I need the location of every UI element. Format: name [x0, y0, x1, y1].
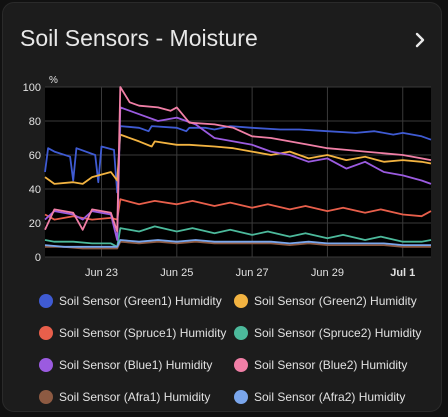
legend-swatch [234, 358, 248, 372]
y-axis-unit-label: % [49, 75, 58, 86]
y-tick-label: 0 [35, 252, 41, 264]
card-header[interactable]: Soil Sensors - Moisture [3, 3, 441, 73]
legend-item-3[interactable]: Soil Sensor (Spruce1) Humidity [39, 322, 226, 344]
legend-item-6[interactable]: Soil Sensor (Blue2) Humidity [234, 354, 407, 376]
x-tick-label: Jul 1 [390, 267, 415, 279]
card-title: Soil Sensors - Moisture [20, 25, 258, 51]
legend-label: Soil Sensor (Green1) Humidity [59, 294, 222, 308]
legend-label: Soil Sensor (Spruce1) Humidity [59, 326, 227, 340]
series-line-7[interactable] [45, 240, 431, 250]
x-tick-label: Jun 23 [85, 267, 118, 279]
legend-swatch [39, 294, 53, 308]
legend-label: Soil Sensor (Spruce2) Humidity [254, 326, 422, 340]
legend-item-1[interactable]: Soil Sensor (Green1) Humidity [39, 290, 222, 312]
legend-item-7[interactable]: Soil Sensor (Afra1) Humidity [39, 386, 210, 408]
history-graph-card: Soil Sensors - Moisture 0 20 40 60 80 100 Jun … [2, 2, 442, 412]
legend-item-8[interactable]: Soil Sensor (Afra2) Humidity [234, 386, 405, 408]
y-tick-label: 40 [29, 184, 41, 196]
series-line-1[interactable] [44, 125, 432, 194]
series-line-4[interactable] [44, 225, 432, 248]
y-tick-label: 100 [23, 82, 41, 94]
legend-swatch [39, 358, 53, 372]
series-line-8[interactable] [44, 239, 431, 248]
moisture-line-chart: 0 20 40 60 80 100 Jun 23 Jun 25 Jun 27 Jun 29 Jul … [23, 75, 432, 279]
legend-item-2[interactable]: Soil Sensor (Green2) Humidity [234, 290, 417, 312]
legend-label: Soil Sensor (Blue2) Humidity [254, 358, 408, 372]
y-tick-label: 80 [29, 116, 41, 128]
legend-item-4[interactable]: Soil Sensor (Spruce2) Humidity [234, 322, 421, 344]
chevron-right-icon[interactable] [409, 29, 431, 51]
series-line-3[interactable] [44, 198, 432, 221]
x-tick-label: Jun 27 [236, 267, 269, 279]
legend-swatch [234, 294, 248, 308]
legend-label: Soil Sensor (Afra2) Humidity [254, 390, 406, 404]
legend-label: Soil Sensor (Blue1) Humidity [59, 358, 213, 372]
legend-swatch [39, 326, 53, 340]
legend-swatch [39, 390, 53, 404]
legend-swatch [234, 390, 248, 404]
legend-label: Soil Sensor (Afra1) Humidity [59, 390, 211, 404]
x-tick-label: Jun 25 [160, 267, 193, 279]
y-tick-label: 20 [29, 218, 41, 230]
y-tick-label: 60 [29, 150, 41, 162]
x-tick-label: Jun 29 [311, 267, 344, 279]
legend-item-5[interactable]: Soil Sensor (Blue1) Humidity [39, 354, 212, 376]
series-line-6[interactable] [44, 86, 432, 233]
legend-label: Soil Sensor (Green2) Humidity [254, 294, 417, 308]
legend-swatch [234, 326, 248, 340]
series-line-2[interactable] [44, 133, 432, 185]
